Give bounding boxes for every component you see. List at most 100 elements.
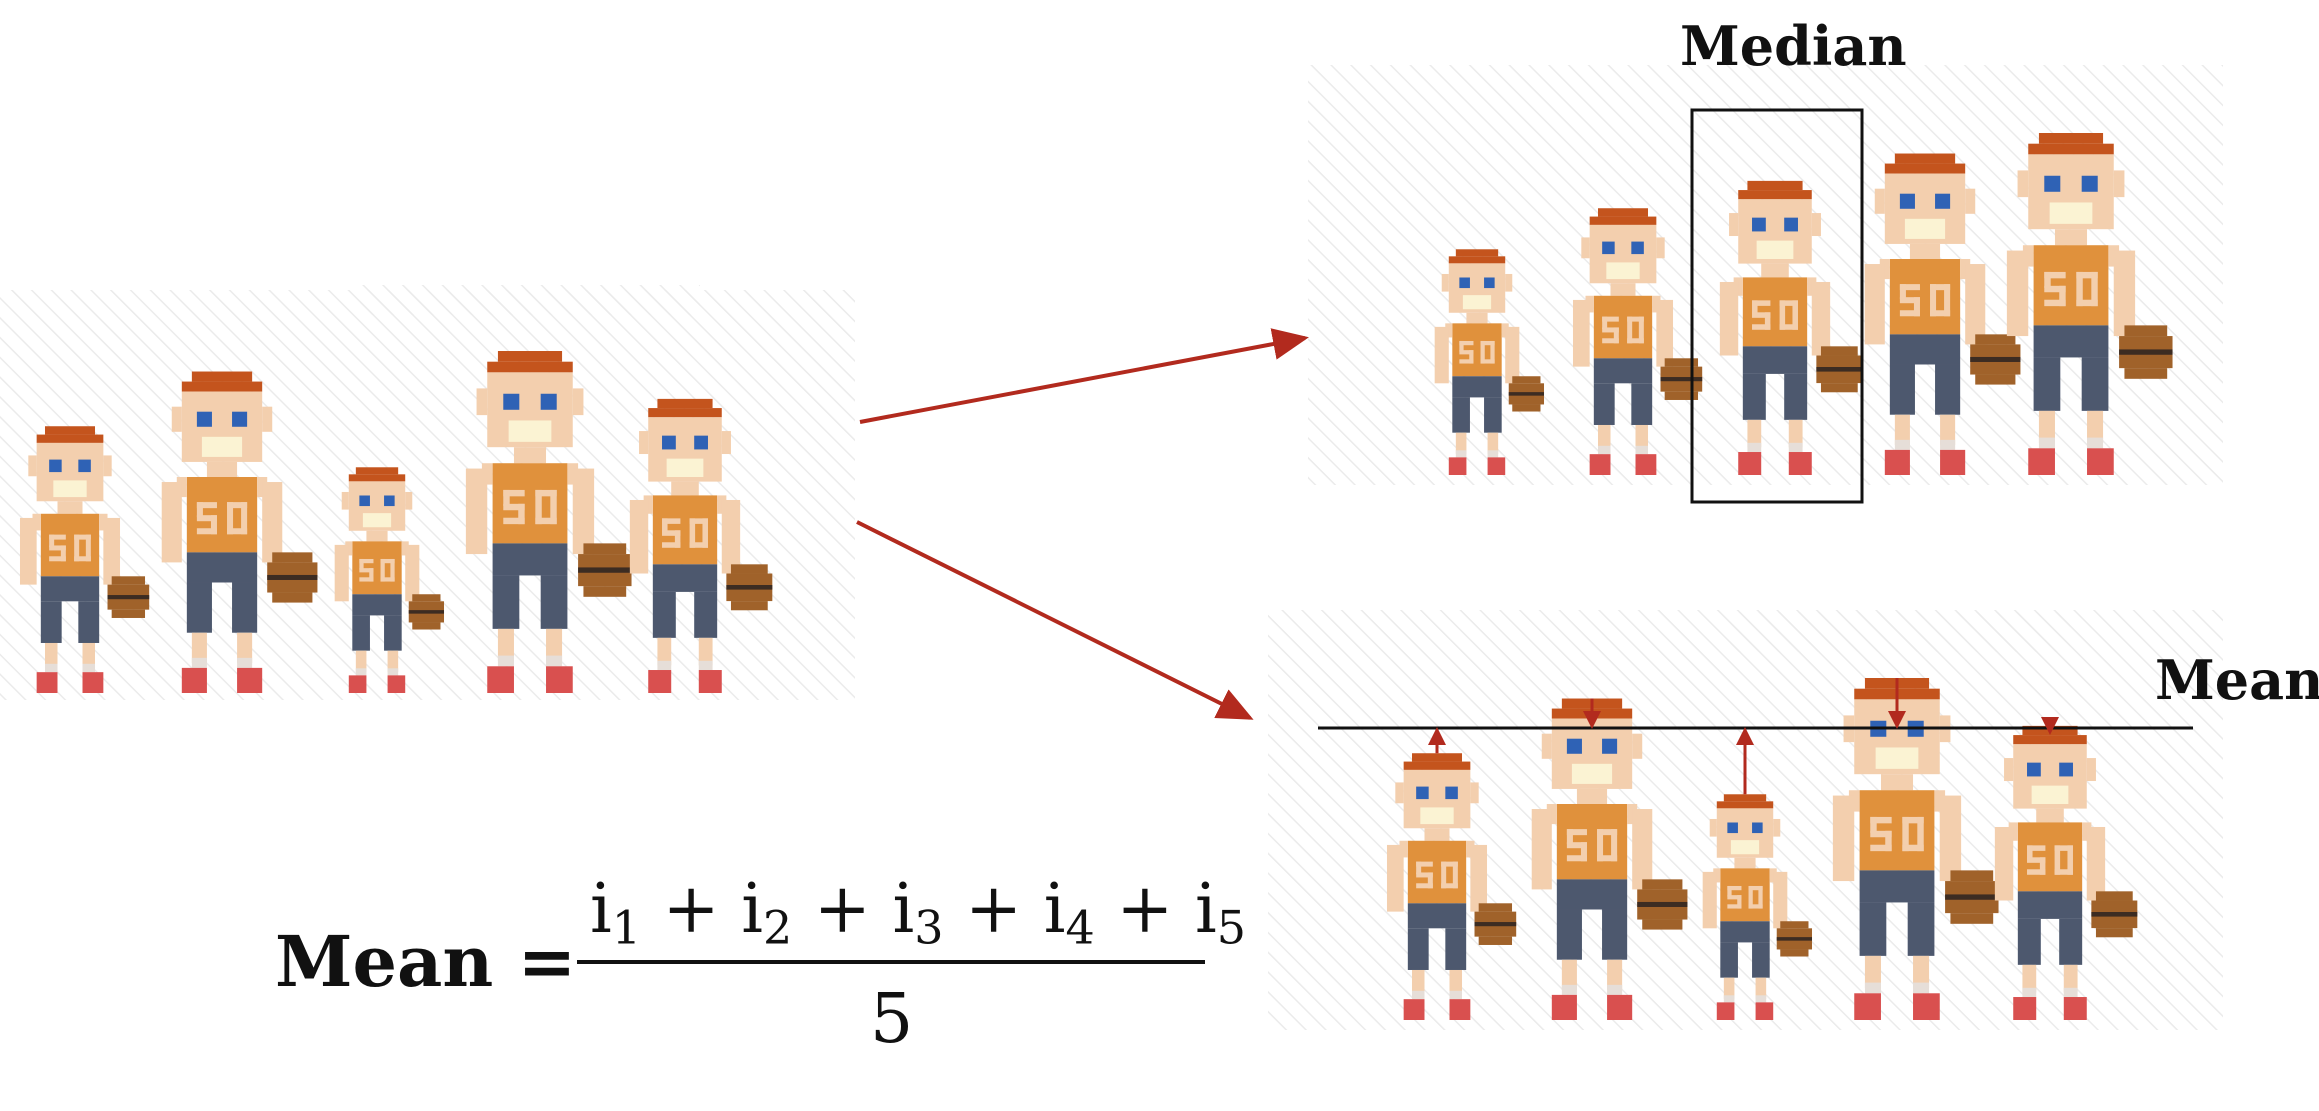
eye xyxy=(1752,822,1763,834)
shorts xyxy=(2033,325,2109,358)
hair xyxy=(1747,180,1803,191)
formula-term-subscript: 1 xyxy=(611,900,642,955)
arm xyxy=(1965,264,1986,345)
formula-term-base: i xyxy=(1043,870,1066,949)
eye xyxy=(359,495,370,507)
original-players-group xyxy=(19,351,773,693)
mouth xyxy=(1904,218,1946,239)
arm xyxy=(1939,795,1962,882)
eye xyxy=(196,411,212,427)
shoe xyxy=(1913,993,1940,1020)
mean-formula: Mean = i1 + i2 + i3 + i4 + i5 5 xyxy=(275,870,1246,1110)
arm xyxy=(1864,264,1885,345)
eye xyxy=(1602,241,1615,255)
basketball-player xyxy=(19,426,150,693)
arm xyxy=(465,468,488,555)
arm xyxy=(721,499,741,574)
basketball xyxy=(412,594,441,602)
basketball-player xyxy=(1386,753,1517,1020)
shorts xyxy=(1859,870,1935,903)
basketball xyxy=(1975,334,2016,345)
arm xyxy=(1811,281,1831,356)
formula-term: i3 xyxy=(893,870,944,955)
arm xyxy=(1832,795,1855,882)
eye xyxy=(384,495,395,507)
eye xyxy=(1727,822,1738,834)
shorts xyxy=(186,552,258,583)
formula-lhs: Mean = xyxy=(275,920,577,1003)
shorts xyxy=(1593,358,1653,384)
mouth xyxy=(1875,747,1919,769)
eye xyxy=(1899,193,1915,209)
mouth xyxy=(201,436,243,457)
mouth xyxy=(2031,785,2069,805)
basketball xyxy=(1512,376,1541,384)
eye xyxy=(1416,786,1429,800)
basketball-player xyxy=(1434,249,1545,475)
shoe xyxy=(1487,457,1506,475)
mouth xyxy=(53,480,87,498)
shoe xyxy=(181,667,207,693)
arm xyxy=(19,517,37,585)
formula-numerator: i1 + i2 + i3 + i4 + i5 xyxy=(590,870,1246,955)
arm xyxy=(405,544,420,602)
shoe xyxy=(2028,448,2055,475)
formula-term-base: i xyxy=(590,870,612,949)
arm xyxy=(1386,844,1404,912)
arm xyxy=(262,482,283,563)
formula-denominator: 5 xyxy=(870,980,914,1059)
median-highlight-box xyxy=(1690,108,1864,504)
mouth xyxy=(1730,840,1760,855)
hair xyxy=(44,426,96,435)
shoe xyxy=(387,675,406,693)
arm xyxy=(1434,326,1449,384)
shoe xyxy=(1589,454,1611,475)
shorts xyxy=(1452,376,1502,398)
shorts xyxy=(2017,891,2083,919)
eye xyxy=(1602,738,1618,754)
arm xyxy=(1994,826,2014,901)
mouth xyxy=(666,458,704,478)
basketball xyxy=(1664,358,1699,367)
arm xyxy=(2113,250,2136,337)
hair xyxy=(1411,753,1463,762)
hair xyxy=(1597,208,1649,217)
arm xyxy=(629,499,649,574)
basketball-player xyxy=(1994,725,2138,1020)
hair xyxy=(355,467,399,475)
eye xyxy=(232,411,248,427)
arm xyxy=(1531,809,1552,890)
eye xyxy=(2081,175,2098,192)
mouth xyxy=(508,420,552,442)
shoe xyxy=(2013,997,2037,1020)
mouth xyxy=(362,513,392,528)
formula-term-base: i xyxy=(741,870,763,949)
eye xyxy=(1459,277,1470,289)
shoe xyxy=(1607,994,1633,1020)
fraction-bar xyxy=(577,960,1205,964)
basketball-player xyxy=(629,398,773,693)
basketball xyxy=(2124,325,2168,337)
mouth xyxy=(1420,807,1454,825)
eye xyxy=(78,459,91,473)
shorts xyxy=(1407,903,1467,929)
basketball xyxy=(1642,879,1683,890)
basketball-player xyxy=(161,371,318,693)
arm xyxy=(103,517,121,585)
eye xyxy=(1752,217,1766,232)
formula-term-subscript: 5 xyxy=(1216,900,1247,955)
formula-term: i2 xyxy=(741,870,792,955)
arm xyxy=(1773,871,1788,929)
shoe xyxy=(1551,994,1577,1020)
basketball xyxy=(1478,903,1513,912)
arm xyxy=(1470,844,1488,912)
shoe xyxy=(1635,454,1657,475)
basketball xyxy=(2095,891,2133,901)
eye xyxy=(2027,762,2041,777)
shoe xyxy=(1854,993,1881,1020)
eye xyxy=(1445,786,1458,800)
basketball xyxy=(1950,870,1994,882)
hair xyxy=(497,351,563,362)
eye xyxy=(2059,762,2073,777)
formula-term-subscript: 4 xyxy=(1065,900,1095,955)
